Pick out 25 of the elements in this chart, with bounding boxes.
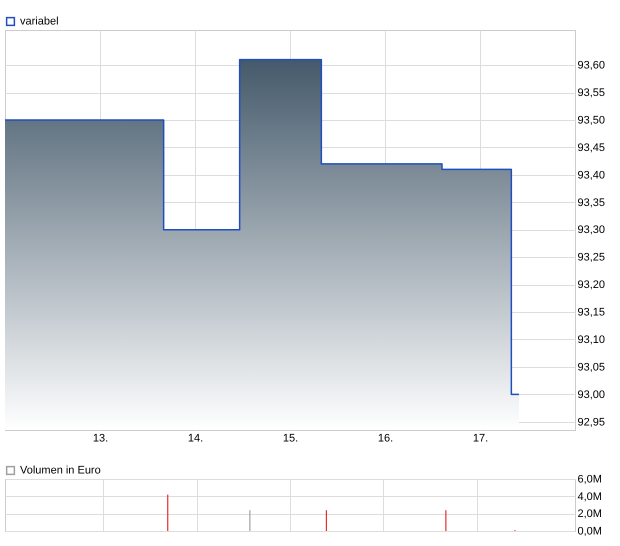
x-tick-label: 14.: [188, 432, 204, 444]
y-tick-label: 6,0M: [578, 474, 602, 486]
y-tick-label: 93,15: [578, 306, 606, 319]
x-tick-label: 16.: [378, 432, 394, 444]
y-tick-label: 93,30: [578, 224, 606, 236]
legend-label: Volumen in Euro: [20, 464, 101, 476]
y-tick-label: 93,45: [578, 142, 606, 154]
x-tick-label: 13.: [92, 432, 108, 444]
y-tick-label: 93,50: [578, 114, 606, 126]
y-tick-label: 93,40: [578, 169, 606, 182]
y-tick-label: 92,95: [578, 416, 606, 428]
x-tick-label: 15.: [282, 432, 298, 444]
y-tick-label: 0,0M: [578, 526, 602, 538]
y-tick-label: 4,0M: [578, 490, 602, 503]
y-tick-label: 93,60: [578, 60, 606, 72]
x-tick-label: 17.: [472, 432, 488, 444]
y-tick-label: 93,05: [578, 361, 606, 374]
y-tick-label: 93,20: [578, 279, 606, 292]
y-tick-label: 93,00: [578, 388, 606, 401]
y-tick-label: 2,0M: [578, 508, 602, 520]
y-tick-label: 93,55: [578, 87, 606, 100]
y-tick-label: 93,35: [578, 196, 606, 209]
y-tick-label: 93,25: [578, 252, 606, 264]
legend-label: variabel: [20, 16, 59, 28]
y-tick-label: 93,10: [578, 334, 606, 346]
